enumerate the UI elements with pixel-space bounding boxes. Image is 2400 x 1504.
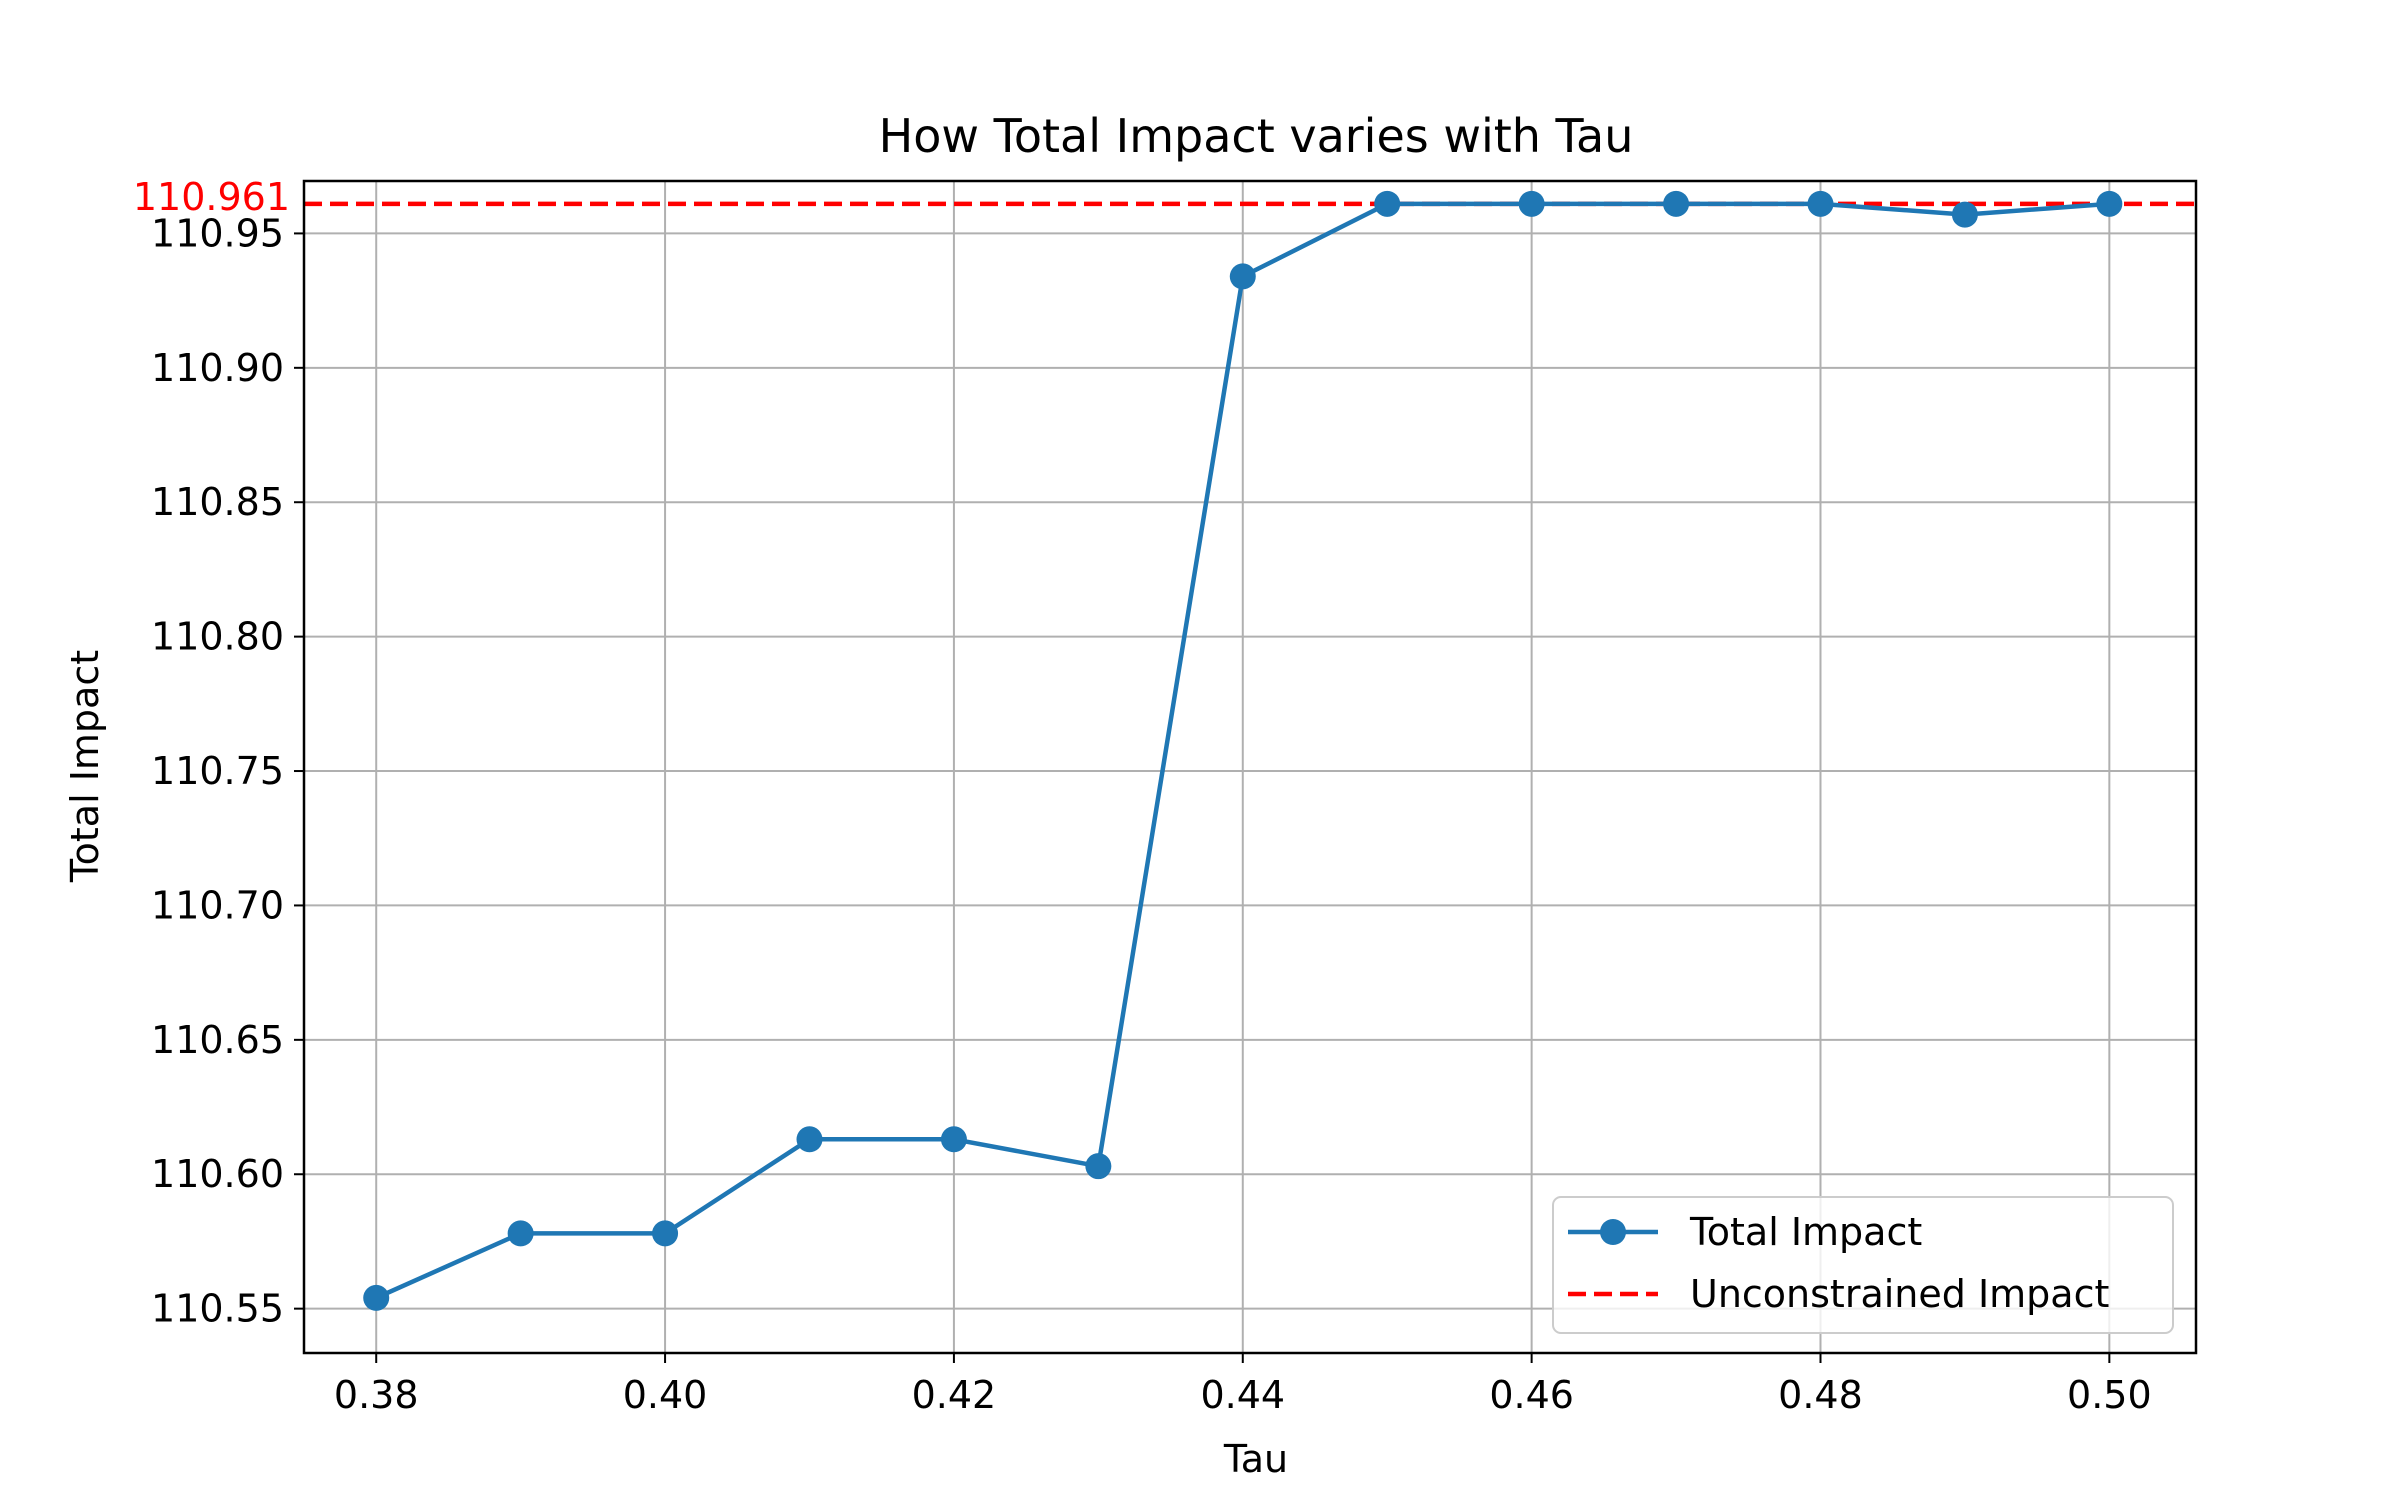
data-point: [363, 1284, 390, 1311]
y-tick-label: 110.95: [151, 211, 284, 255]
chart-title: How Total Impact varies with Tau: [879, 109, 1634, 163]
data-point: [1807, 190, 1834, 217]
gridlines: [304, 181, 2196, 1353]
x-tick-label: 0.42: [912, 1373, 997, 1417]
y-tick-label: 110.85: [151, 480, 284, 524]
y-axis-label: Total Impact: [63, 650, 107, 883]
data-point: [1663, 190, 1690, 217]
data-point: [652, 1220, 679, 1247]
legend-box: [1552, 1196, 2174, 1334]
x-tick-label: 0.50: [2067, 1373, 2152, 1417]
y-tick-label: 110.70: [151, 883, 284, 927]
data-point: [2096, 190, 2123, 217]
plot-frame: [302, 179, 2198, 1355]
y-tick-label: 110.75: [151, 749, 284, 793]
legend-marker-total-impact: [1600, 1219, 1626, 1245]
unconstrained-impact-tick-label: 110.961: [133, 175, 290, 219]
data-point: [1951, 201, 1978, 228]
x-tick-label: 0.48: [1778, 1373, 1863, 1417]
y-tick-label: 110.65: [151, 1018, 284, 1062]
x-axis-label: Tau: [1223, 1437, 1288, 1481]
series-group: [363, 190, 2123, 1311]
y-tick-label: 110.90: [151, 346, 284, 390]
y-tick-label: 110.80: [151, 615, 284, 659]
data-point: [940, 1126, 967, 1153]
x-tick-label: 0.46: [1489, 1373, 1574, 1417]
y-tick-label: 110.55: [151, 1287, 284, 1331]
reference-line-group: 110.961: [133, 175, 2196, 219]
y-tick-label: 110.60: [151, 1152, 284, 1196]
legend-label-total-impact: Total Impact: [1689, 1210, 1922, 1254]
legend-label-unconstrained-impact: Unconstrained Impact: [1690, 1272, 2109, 1316]
data-point: [1085, 1153, 1112, 1180]
data-point: [1374, 190, 1401, 217]
data-point: [796, 1126, 823, 1153]
legend: Total Impact Unconstrained Impact: [1552, 1196, 2174, 1334]
data-point: [1229, 263, 1256, 290]
x-tick-label: 0.44: [1200, 1373, 1285, 1417]
data-point: [1518, 190, 1545, 217]
x-tick-label: 0.40: [623, 1373, 708, 1417]
axis-ticks: 0.38 0.40 0.42 0.44 0.46 0.48 0.50 110.55 110.60…: [151, 211, 2152, 1417]
data-point: [507, 1220, 534, 1247]
x-tick-label: 0.38: [334, 1373, 419, 1417]
